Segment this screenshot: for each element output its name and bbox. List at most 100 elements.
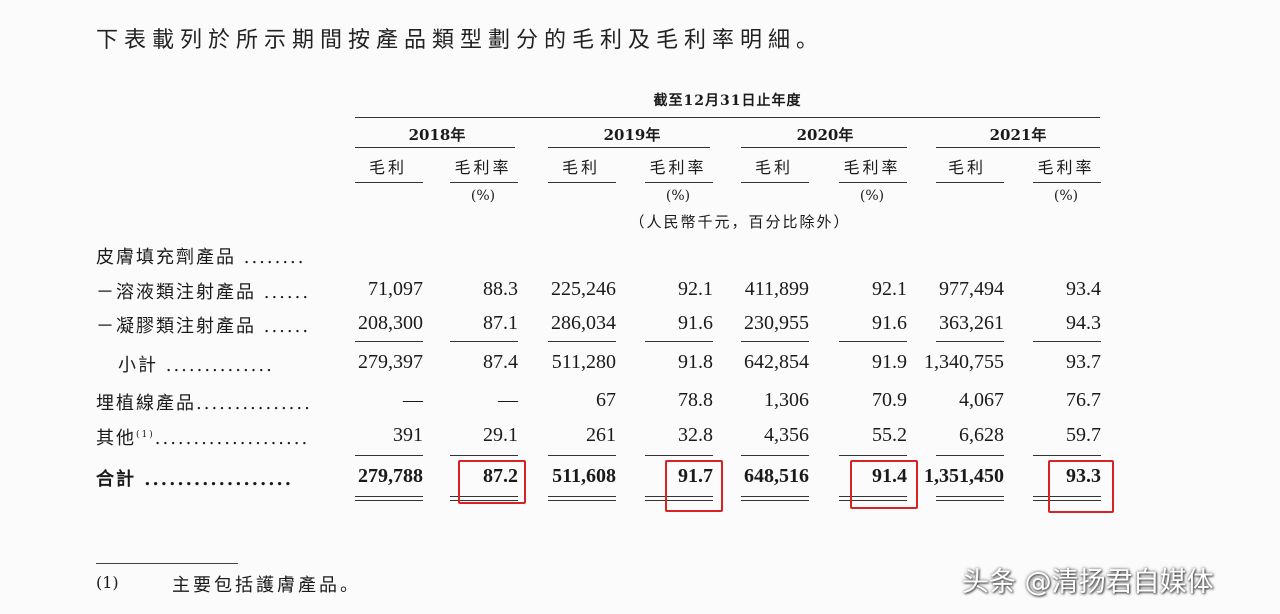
cell: 78.8 [678,389,713,411]
double-rule [741,500,809,501]
double-rule [839,500,907,501]
total-cell: 91.7 [678,465,713,487]
total-rule [355,455,423,456]
cell: 4,356 [764,424,809,446]
footnote-ref: (1) [136,430,155,440]
cell: 94.3 [1066,312,1101,334]
year-2019: 2019年 [603,126,661,144]
double-rule [741,496,809,497]
double-rule [1033,496,1101,497]
cell: 67 [596,389,616,411]
total-cell: 648,516 [744,465,809,487]
col-rule [839,182,907,183]
total-rule [548,455,616,456]
row-label-others: 其他(1).................... [96,424,309,450]
pct-unit-2019: (%) [665,188,691,204]
col-rule [548,182,616,183]
highlight-box-2019-margin [665,460,723,512]
watermark: 头条 @清扬君自媒体 [962,567,1214,598]
pct-unit-2021: (%) [1053,188,1079,204]
cell: — [498,389,518,411]
col-rule [355,182,423,183]
double-rule [355,500,423,501]
cell: 91.6 [872,312,907,334]
row-label-gel-injection: －凝膠類注射產品 ...... [96,316,311,337]
cell: 977,494 [939,278,1004,300]
cell: 29.1 [483,424,518,446]
cell: 70.9 [872,389,907,411]
subtotal-rule [450,341,518,342]
highlight-box-2020-margin [850,460,918,509]
cell: 391 [393,424,423,446]
cell: 76.7 [1066,389,1101,411]
double-rule [548,500,616,501]
col-gross-profit-2021: 毛利 [947,158,986,177]
subtotal-rule [548,341,616,342]
total-rule [839,455,907,456]
cell: 279,397 [358,351,423,373]
cell: 32.8 [678,424,713,446]
year-rule-2018 [355,147,515,148]
double-rule [548,496,616,497]
col-margin-2018: 毛利率 [454,158,512,177]
cell: 230,955 [744,312,809,334]
pct-unit-2020: (%) [859,188,885,204]
double-rule [355,496,423,497]
cell: 91.9 [872,351,907,373]
cell: 4,067 [959,389,1004,411]
cell: 225,246 [551,278,616,300]
double-rule [936,496,1004,497]
subtotal-rule [839,341,907,342]
others-text: 其他 [96,428,136,449]
col-margin-2021: 毛利率 [1037,158,1095,177]
cell: 87.1 [483,312,518,334]
year-rule-2019 [548,147,710,148]
intro-text: 下表載列於所示期間按產品類型劃分的毛利及毛利率明細。 [96,28,825,53]
row-label-solution-injection: －溶液類注射產品 ...... [96,282,311,303]
cell: 92.1 [678,278,713,300]
col-gross-profit-2018: 毛利 [368,158,407,177]
total-cell: 91.4 [872,465,907,487]
cell: 93.4 [1066,278,1101,300]
cell: 363,261 [939,312,1004,334]
double-rule [645,496,713,497]
cell: 91.8 [678,351,713,373]
cell: — [403,389,423,411]
row-label-dermal-fillers: 皮膚填充劑產品 ........ [96,247,306,268]
cell: 55.2 [872,424,907,446]
subtotal-rule [355,341,423,342]
subtotal-rule [645,341,713,342]
cell: 261 [586,424,616,446]
year-2021: 2021年 [989,126,1047,144]
cell: 1,306 [764,389,809,411]
cell: 87.4 [483,351,518,373]
col-gross-profit-2020: 毛利 [754,158,793,177]
cell: 286,034 [551,312,616,334]
pct-unit-2018: (%) [470,188,496,204]
highlight-box-2021-margin [1048,460,1114,513]
cell: 511,280 [551,351,616,373]
footnote-text: 主要包括護膚產品。 [172,575,361,596]
year-2018: 2018年 [408,126,466,144]
cell: 71,097 [368,278,423,300]
double-rule [450,500,518,501]
row-label-total: 合計 .................. [96,469,294,490]
period-header: 截至12月31日止年度 [653,93,802,109]
cell: 88.3 [483,278,518,300]
total-rule [1033,455,1101,456]
col-rule [936,182,1004,183]
footnote-divider [96,563,238,564]
col-gross-profit-2019: 毛利 [561,158,600,177]
year-rule-2021 [936,147,1100,148]
col-rule [645,182,713,183]
double-rule [645,500,713,501]
double-rule [839,496,907,497]
total-rule [645,455,713,456]
cell: 642,854 [744,351,809,373]
col-margin-2020: 毛利率 [843,158,901,177]
others-dots: .................... [154,428,310,449]
total-cell: 1,351,450 [924,465,1004,487]
unit-note: （人民幣千元，百分比除外） [629,213,851,231]
col-rule [1033,182,1101,183]
highlight-box-2018-margin [458,460,526,504]
